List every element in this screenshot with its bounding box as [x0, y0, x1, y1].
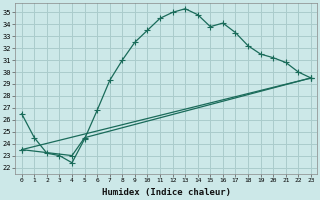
X-axis label: Humidex (Indice chaleur): Humidex (Indice chaleur) — [102, 188, 231, 197]
